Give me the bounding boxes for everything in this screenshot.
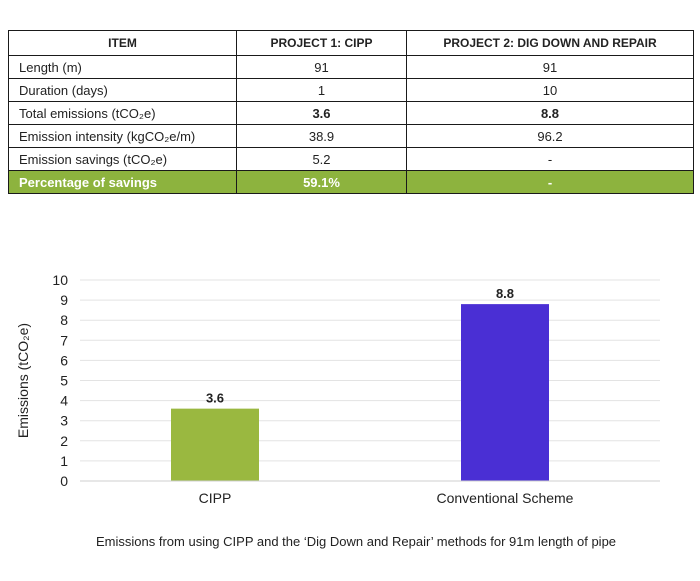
table-row: Total emissions (tCO₂e) 3.6 8.8 [8, 101, 694, 125]
y-tick-label: 7 [60, 332, 68, 348]
project-1-value: 59.1% [236, 170, 407, 194]
project-1-value: 1 [236, 78, 407, 102]
row-label: Total emissions (tCO₂e) [8, 101, 237, 125]
project-2-value: - [406, 147, 694, 171]
bar [461, 304, 549, 481]
header-project-1: PROJECT 1: CIPP [236, 30, 407, 56]
x-axis-ticks: CIPP Conventional Scheme [199, 490, 574, 506]
project-2-value: 8.8 [406, 101, 694, 125]
project-2-value: 10 [406, 78, 694, 102]
header-item: ITEM [8, 30, 237, 56]
chart-caption: Emissions from using CIPP and the ‘Dig D… [96, 534, 617, 549]
y-tick-label: 10 [52, 272, 68, 288]
table-row: Emission intensity (kgCO₂e/m) 38.9 96.2 [8, 124, 694, 148]
table-row: Duration (days) 1 10 [8, 78, 694, 102]
y-tick-label: 3 [60, 413, 68, 429]
data-label: 8.8 [496, 286, 514, 301]
y-tick-label: 9 [60, 292, 68, 308]
project-2-value: - [406, 170, 694, 194]
table-header-row: ITEM PROJECT 1: CIPP PROJECT 2: DIG DOWN… [8, 30, 694, 56]
y-tick-label: 0 [60, 473, 68, 489]
y-axis-ticks: 0 1 2 3 4 5 6 7 8 9 10 [52, 272, 68, 489]
project-1-value: 38.9 [236, 124, 407, 148]
project-2-value: 96.2 [406, 124, 694, 148]
y-tick-label: 6 [60, 352, 68, 368]
y-tick-label: 8 [60, 312, 68, 328]
project-1-value: 5.2 [236, 147, 407, 171]
emissions-bar-chart: 0 1 2 3 4 5 6 7 8 9 10 3.6 8.8 CIPP Conventional Sch… [15, 272, 660, 506]
row-label: Emission savings (tCO₂e) [8, 147, 237, 171]
table-row: Length (m) 91 91 [8, 55, 694, 79]
data-labels: 3.6 8.8 [206, 286, 514, 406]
row-label: Duration (days) [8, 78, 237, 102]
comparison-table: ITEM PROJECT 1: CIPP PROJECT 2: DIG DOWN… [8, 30, 694, 194]
y-tick-label: 5 [60, 373, 68, 389]
x-tick-label: Conventional Scheme [437, 490, 574, 506]
bar [171, 408, 259, 481]
y-axis-label: Emissions (tCO₂e) [15, 323, 31, 438]
project-1-value: 3.6 [236, 101, 407, 125]
row-label: Length (m) [8, 55, 237, 79]
y-tick-label: 1 [60, 453, 68, 469]
gridlines [80, 279, 660, 462]
header-project-2: PROJECT 2: DIG DOWN AND REPAIR [406, 30, 694, 56]
y-tick-label: 2 [60, 433, 68, 449]
row-label: Emission intensity (kgCO₂e/m) [8, 124, 237, 148]
project-2-value: 91 [406, 55, 694, 79]
bars [171, 304, 549, 481]
table-row-highlight: Percentage of savings 59.1% - [8, 170, 694, 194]
data-label: 3.6 [206, 391, 224, 406]
y-tick-label: 4 [60, 393, 68, 409]
project-1-value: 91 [236, 55, 407, 79]
row-label: Percentage of savings [8, 170, 237, 194]
x-tick-label: CIPP [199, 490, 232, 506]
table-row: Emission savings (tCO₂e) 5.2 - [8, 147, 694, 171]
